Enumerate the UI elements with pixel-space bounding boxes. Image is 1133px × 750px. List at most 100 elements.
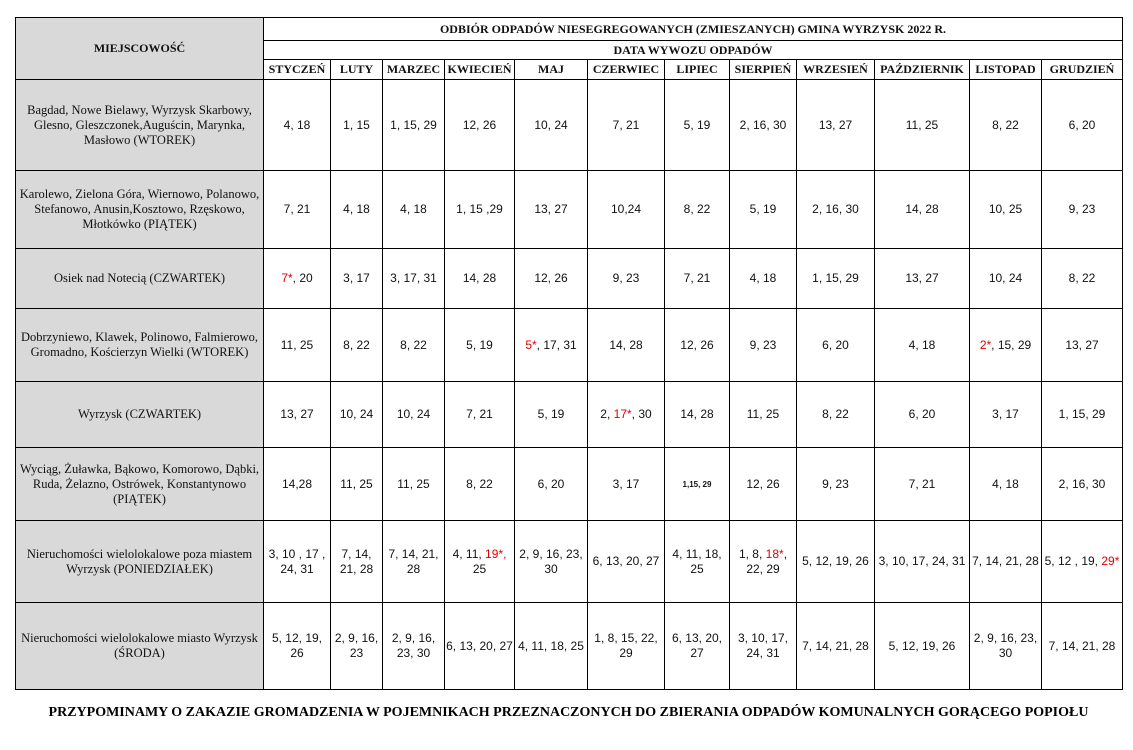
date-text: 6, 13, 20, 27 — [671, 631, 723, 660]
date-cell: 7*, 20 — [263, 248, 331, 309]
date-cell: 2, 9, 16, 23 — [330, 602, 383, 690]
date-text: 6, 13, 20, 27 — [446, 638, 513, 653]
date-text: 4, 18 — [992, 476, 1019, 491]
date-text: 8, 22 — [466, 476, 493, 491]
date-text: 2, 9, 16, 23, 30 — [391, 631, 436, 660]
date-cell: 8, 22 — [444, 447, 515, 521]
date-cell: 11, 25 — [729, 381, 797, 448]
date-cell: 14, 28 — [444, 248, 515, 309]
date-cell: 1, 15 ,29 — [444, 170, 515, 249]
date-text: 14,28 — [281, 476, 313, 491]
date-cell: 5, 19 — [664, 79, 730, 171]
date-text: 13, 27 — [1065, 337, 1099, 352]
date-cell: 14, 28 — [874, 170, 970, 249]
table-row: Bagdad, Nowe Bielawy, Wyrzysk Skarbowy, … — [15, 79, 1123, 171]
date-cell: 1, 15, 29 — [796, 248, 875, 309]
date-text: 13, 27 — [818, 117, 853, 132]
highlighted-date: 17* — [613, 407, 632, 421]
date-cell: 12, 26 — [444, 79, 515, 171]
date-cell: 8, 22 — [1041, 248, 1123, 309]
date-text: 1, 15, 29 — [390, 117, 437, 132]
date-text: 1, 8, 15, 22, 29 — [594, 631, 658, 660]
date-text: 5, 19 — [749, 202, 777, 216]
date-text: 10, 25 — [988, 202, 1023, 216]
date-text: 2, 16, 30 — [739, 117, 787, 132]
date-text: 7, 21 — [683, 271, 711, 285]
date-cell: 4, 18 — [382, 170, 445, 249]
date-text: 14, 28 — [462, 271, 497, 285]
month-header: WRZESIEŃ — [796, 59, 875, 80]
date-cell: 3, 17 — [969, 381, 1042, 448]
date-cell: 11, 25 — [874, 79, 970, 171]
date-text: 4, 18 — [283, 117, 311, 132]
date-text: 1, 15, 29 — [812, 271, 859, 285]
date-text: 7, 14, 21, 28 — [1048, 638, 1116, 653]
date-cell: 10, 24 — [330, 381, 383, 448]
location-cell: Nieruchomości wielolokalowe miasto Wyrzy… — [15, 602, 264, 690]
date-cell: 11, 25 — [330, 447, 383, 521]
date-cell: 9, 23 — [796, 447, 875, 521]
date-text: 6, 20 — [1068, 117, 1096, 132]
date-text: 13, 27 — [905, 271, 939, 285]
date-text: 7, 14, 21, 28 — [802, 638, 869, 653]
date-text: 5, 19 — [537, 407, 565, 421]
date-text: 11, 25 — [905, 117, 939, 132]
date-text: 10, 24 — [988, 271, 1023, 285]
location-header: MIEJSCOWOŚĆ — [15, 17, 264, 80]
date-cell: 7, 21 — [587, 79, 665, 171]
month-header: GRUDZIEŃ — [1041, 59, 1123, 80]
table-row: Wyciąg, Żuławka, Bąkowo, Komorowo, Dąbki… — [15, 447, 1123, 521]
date-cell: 4, 18 — [263, 79, 331, 171]
date-text: 3, 17 — [343, 271, 370, 285]
date-cell: 5, 19 — [444, 308, 515, 382]
highlighted-date: 19*, — [485, 546, 507, 561]
date-text: , 30 — [631, 407, 652, 421]
date-cell: 10, 24 — [969, 248, 1042, 309]
table-row: Nieruchomości wielolokalowe miasto Wyrzy… — [15, 602, 1123, 690]
date-text: 4, 11, — [452, 546, 486, 561]
date-cell: 8, 22 — [969, 79, 1042, 171]
month-header: SIERPIEŃ — [729, 59, 797, 80]
date-cell: 7, 14, 21, 28 — [1041, 602, 1123, 690]
highlighted-date: 18* — [765, 546, 784, 561]
date-text: 8, 22 — [400, 337, 427, 352]
date-text: 9, 23 — [612, 271, 640, 285]
date-text: 4, 18 — [749, 271, 777, 285]
date-cell: 10, 24 — [382, 381, 445, 448]
date-cell: 11, 25 — [263, 308, 331, 382]
date-text: 8, 22 — [683, 202, 711, 216]
date-cell: 11, 25 — [382, 447, 445, 521]
date-cell: 6, 20 — [874, 381, 970, 448]
date-cell: 2, 9, 16, 23, 30 — [969, 602, 1042, 690]
date-cell: 7, 21 — [444, 381, 515, 448]
date-cell: 5, 12, 19, 26 — [874, 602, 970, 690]
date-text: 7, 21 — [612, 117, 640, 132]
date-cell: 6, 20 — [796, 308, 875, 382]
date-cell: 13, 27 — [514, 170, 588, 249]
date-cell: 1, 8, 18*, 22, 29 — [729, 520, 797, 603]
date-text: 2, 9, 16, 23 — [334, 631, 379, 660]
date-text: 8, 22 — [1068, 271, 1096, 285]
date-cell: 7, 21 — [263, 170, 331, 249]
date-cell: 2, 9, 16, 23, 30 — [514, 520, 588, 603]
date-text: 10, 24 — [534, 117, 568, 132]
date-cell: 7, 14, 21, 28 — [330, 520, 383, 603]
location-cell: Wyrzysk (CZWARTEK) — [15, 381, 264, 448]
date-text: 3, 17 — [612, 476, 640, 491]
month-header: STYCZEŃ — [263, 59, 331, 80]
date-text: 14, 28 — [680, 407, 714, 421]
date-cell: 8, 22 — [796, 381, 875, 448]
month-header: LIPIEC — [664, 59, 730, 80]
date-cell: 14, 28 — [664, 381, 730, 448]
date-text: 9, 23 — [822, 476, 849, 491]
date-text: 4, 11, 18, 25 — [672, 546, 722, 576]
date-text: 12, 26 — [746, 476, 780, 491]
date-cell: 14,28 — [263, 447, 331, 521]
date-text: 11, 25 — [746, 407, 780, 421]
date-text: 12, 26 — [462, 117, 497, 132]
highlighted-date: 7* — [281, 271, 293, 285]
date-cell: 2, 16, 30 — [1041, 447, 1123, 521]
date-text: 5, 12, 19, 26 — [271, 631, 323, 660]
date-cell: 14, 28 — [587, 308, 665, 382]
date-text: 2, 9, 16, 23, 30 — [973, 631, 1038, 660]
